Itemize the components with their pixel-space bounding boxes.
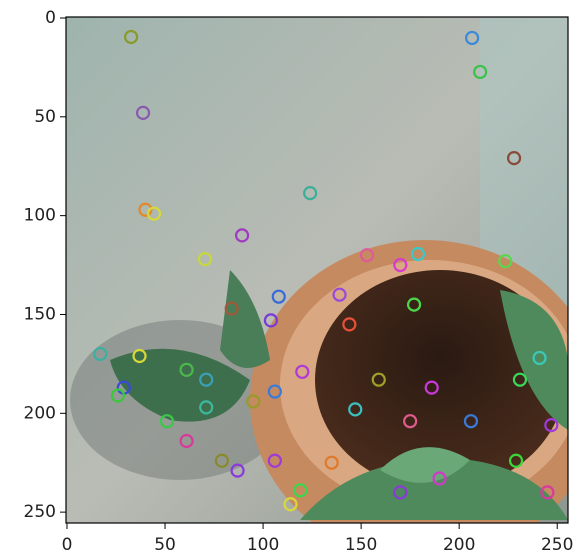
- keypoint: [159, 414, 175, 429]
- y-tick-label: 0: [45, 8, 56, 28]
- keypoint: [224, 301, 239, 316]
- y-tick-label: 50: [34, 107, 56, 127]
- keypoint: [234, 228, 250, 243]
- keypoint: [348, 402, 363, 417]
- y-tick-label: 200: [24, 403, 56, 423]
- keypoint: [197, 252, 213, 267]
- keypoint: [498, 254, 513, 269]
- keypoint: [506, 151, 522, 166]
- keypoint: [508, 453, 524, 468]
- keypoint: [179, 362, 194, 377]
- keypoint: [432, 471, 447, 486]
- y-tick-label: 100: [24, 206, 56, 226]
- keypoint: [246, 394, 261, 409]
- y-tick-label: 150: [24, 304, 56, 324]
- keypoint: [359, 248, 375, 263]
- keypoint: [393, 485, 408, 500]
- keypoint: [465, 30, 480, 46]
- keypoint: [135, 105, 151, 120]
- y-tick-label: 250: [24, 502, 56, 522]
- keypoint: [146, 206, 162, 221]
- keypoint: [473, 64, 488, 80]
- x-tick-label: 0: [62, 535, 73, 555]
- keypoint: [132, 348, 147, 364]
- keypoint: [138, 202, 153, 217]
- keypoint: [540, 485, 555, 500]
- keypoint: [271, 289, 286, 304]
- keypoint: [110, 388, 126, 403]
- keypoint: [371, 372, 386, 387]
- keypoint: [199, 400, 214, 415]
- keypoint: [263, 313, 279, 328]
- keypoint: [410, 246, 426, 262]
- keypoint: [332, 287, 347, 302]
- keypoint: [267, 384, 282, 399]
- x-tick-label: 200: [443, 535, 475, 555]
- keypoint: [342, 317, 357, 332]
- keypoint: [295, 364, 310, 379]
- keypoint: [463, 414, 479, 429]
- x-tick-label: 100: [247, 535, 279, 555]
- keypoint: [93, 346, 108, 362]
- keypoint: [393, 257, 408, 273]
- x-tick-label: 250: [541, 535, 573, 555]
- keypoint: [532, 350, 547, 366]
- keypoint: [512, 372, 528, 387]
- keypoint: [424, 380, 439, 395]
- keypoint: [406, 297, 422, 312]
- keypoint: [179, 433, 194, 449]
- keypoint: [267, 453, 282, 468]
- keypoint: [544, 418, 559, 433]
- keypoint: [214, 453, 229, 468]
- axes-frame: [65, 16, 569, 524]
- keypoint: [303, 186, 318, 201]
- keypoint: [403, 414, 418, 429]
- x-tick-label: 50: [154, 535, 176, 555]
- keypoint: [324, 455, 339, 470]
- keypoint: [199, 372, 214, 387]
- keypoint: [293, 483, 308, 498]
- photo: [66, 17, 568, 523]
- keypoint: [283, 497, 298, 512]
- x-tick-label: 150: [345, 535, 377, 555]
- keypoint: [124, 29, 139, 45]
- keypoint: [230, 463, 245, 478]
